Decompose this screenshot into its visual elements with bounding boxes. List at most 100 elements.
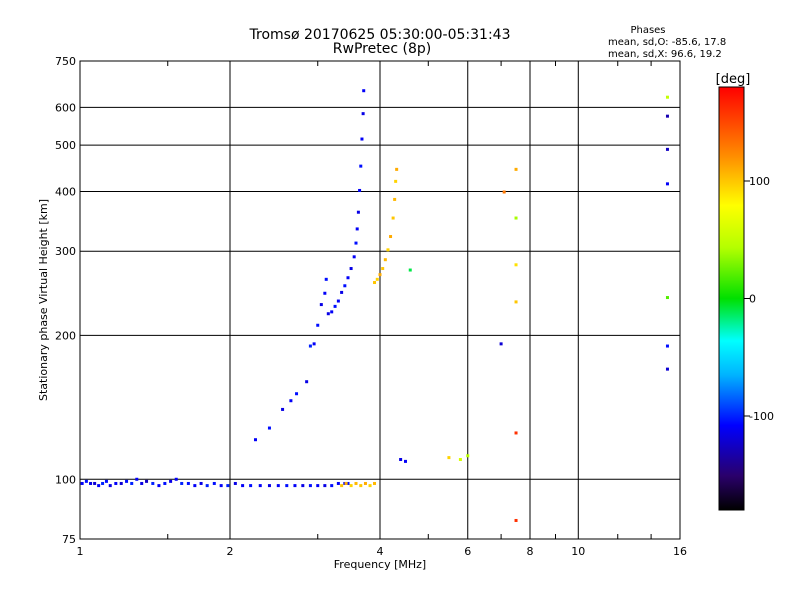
data-point: [346, 481, 350, 485]
y-tick-label: 600: [55, 101, 76, 114]
data-point: [135, 477, 139, 481]
data-point: [333, 304, 337, 308]
data-point: [514, 518, 518, 522]
data-point: [447, 456, 451, 460]
data-point: [205, 484, 209, 488]
data-point: [219, 484, 223, 488]
data-point: [381, 267, 385, 271]
data-point: [101, 481, 105, 485]
colorbar: [718, 86, 745, 511]
data-point: [514, 431, 518, 435]
data-point: [399, 457, 403, 461]
colorbar-ticks: 100 0 -100: [744, 175, 774, 423]
data-point: [373, 281, 377, 285]
data-point: [386, 248, 390, 252]
chart-title: Tromsø 20170625 05:30:00-05:31:43: [249, 27, 511, 43]
data-point: [361, 112, 365, 116]
y-tick-label: 300: [55, 245, 76, 258]
colorbar-label: [deg]: [716, 72, 751, 87]
x-axis-label: Frequency [MHz]: [334, 558, 426, 571]
data-point: [665, 296, 669, 300]
data-point: [267, 484, 271, 488]
data-point: [375, 277, 379, 281]
data-point: [295, 392, 299, 396]
data-point: [330, 310, 334, 314]
data-point: [308, 344, 312, 348]
data-point: [316, 323, 320, 327]
data-point: [174, 477, 178, 481]
data-point: [352, 255, 356, 259]
data-point: [163, 481, 167, 485]
data-point: [665, 182, 669, 186]
x-tick-label: 1: [77, 545, 84, 558]
colorbar-tick-label: 0: [749, 293, 756, 306]
data-point: [355, 227, 359, 231]
phases-heading: Phases: [630, 25, 665, 36]
data-point: [395, 167, 399, 171]
y-tick-label: 100: [55, 473, 76, 486]
data-point: [373, 481, 377, 485]
data-point: [368, 484, 372, 488]
data-point: [169, 479, 173, 483]
data-point: [80, 481, 84, 485]
data-point: [363, 481, 367, 485]
data-point: [180, 481, 184, 485]
data-point: [356, 210, 360, 214]
data-point: [301, 484, 305, 488]
data-point: [514, 216, 518, 220]
data-point: [281, 407, 285, 411]
data-point: [312, 342, 316, 346]
x-axis-ticks: 1 2 4 6 8 10 16: [77, 61, 687, 558]
data-point: [93, 481, 97, 485]
data-point: [383, 258, 387, 262]
data-point: [665, 344, 669, 348]
data-point: [289, 399, 293, 403]
data-point: [360, 137, 364, 141]
data-point: [336, 299, 340, 303]
data-point: [514, 263, 518, 267]
y-tick-label: 75: [62, 533, 76, 546]
data-point: [84, 479, 88, 483]
data-point: [140, 481, 144, 485]
data-point: [408, 268, 412, 272]
data-point: [359, 484, 363, 488]
data-point: [89, 481, 93, 485]
data-point: [151, 481, 155, 485]
data-point: [514, 167, 518, 171]
data-point: [157, 484, 161, 488]
data-point: [316, 484, 320, 488]
data-point: [130, 481, 134, 485]
data-point: [394, 179, 398, 183]
colorbar-tick-label: -100: [749, 410, 774, 423]
data-point: [466, 454, 470, 458]
data-point: [308, 484, 312, 488]
data-point: [349, 267, 353, 271]
data-point: [226, 484, 230, 488]
data-point: [514, 300, 518, 304]
data-point: [125, 479, 129, 483]
y-tick-label: 750: [55, 55, 76, 68]
data-point: [502, 190, 506, 194]
data-point: [343, 284, 347, 288]
data-point: [233, 481, 237, 485]
data-point: [354, 241, 358, 245]
data-point: [359, 164, 363, 168]
data-point: [340, 484, 344, 488]
data-point: [665, 114, 669, 118]
data-point: [108, 484, 112, 488]
y-tick-label: 400: [55, 185, 76, 198]
data-point: [285, 484, 289, 488]
data-point: [358, 188, 362, 192]
phases-x-stats: mean, sd,X: 96.6, 19.2: [608, 49, 722, 60]
data-point: [145, 479, 149, 483]
data-point: [391, 216, 395, 220]
data-point: [258, 484, 262, 488]
data-point: [354, 481, 358, 485]
x-tick-label: 2: [227, 545, 234, 558]
data-point: [499, 342, 503, 346]
data-point: [276, 484, 280, 488]
data-point: [293, 484, 297, 488]
data-point: [336, 481, 340, 485]
data-point: [119, 481, 123, 485]
